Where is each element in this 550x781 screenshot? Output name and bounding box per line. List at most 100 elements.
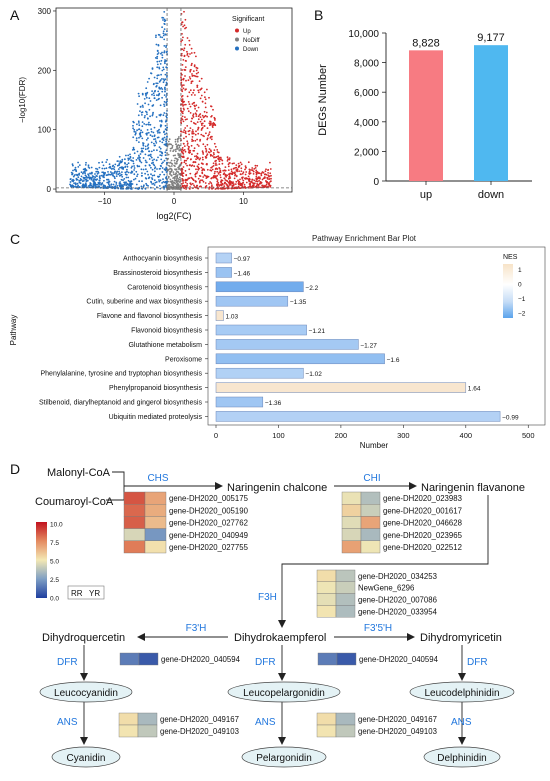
volcano-point: [177, 171, 180, 174]
volcano-point: [213, 156, 216, 159]
volcano-point: [135, 159, 138, 161]
volcano-point: [154, 89, 157, 92]
volcano-point: [182, 84, 185, 86]
volcano-point: [195, 66, 198, 69]
volcano-point: [176, 159, 179, 162]
volcano-point: [169, 150, 172, 152]
volcano-point: [148, 77, 151, 80]
volcano-point: [231, 185, 234, 188]
volcano-point: [219, 174, 222, 176]
heatmap-cell: [123, 516, 146, 529]
pathway-nes-label: −1.46: [234, 270, 251, 277]
volcano-point: [161, 182, 164, 184]
volcano-point: [237, 162, 240, 165]
volcano-y-label: −log10(FDR): [18, 77, 27, 123]
volcano-point: [220, 181, 223, 184]
volcano-point: [191, 62, 193, 65]
volcano-point: [244, 173, 247, 176]
volcano-point: [218, 160, 221, 163]
volcano-point: [222, 169, 225, 172]
volcano-point: [159, 120, 161, 122]
pathway-nes-label: −0.97: [234, 256, 251, 263]
pathway-nes-label: −1.36: [265, 400, 282, 407]
volcano-point: [172, 154, 175, 157]
volcano-point: [195, 113, 198, 116]
volcano-point: [159, 63, 162, 65]
volcano-point: [197, 71, 200, 74]
volcano-point: [174, 148, 177, 151]
volcano-point: [99, 177, 101, 180]
volcano-point: [163, 20, 166, 23]
volcano-point: [115, 173, 118, 175]
volcano-point: [165, 51, 168, 54]
volcano-point: [187, 110, 190, 113]
heatmap-cell: [360, 540, 381, 554]
volcano-point: [79, 182, 82, 185]
volcano-point: [185, 162, 187, 165]
volcano-point: [149, 123, 152, 126]
volcano-point: [203, 91, 206, 94]
volcano-point: [162, 186, 165, 188]
heatmap-cell: [360, 491, 381, 505]
compound-leucocyanidin: Leucocyanidin: [54, 688, 118, 699]
volcano-point: [164, 154, 167, 157]
volcano-point: [196, 157, 199, 160]
volcano-point: [157, 175, 159, 178]
volcano-point: [114, 163, 117, 166]
volcano-point: [157, 74, 160, 76]
volcano-point: [151, 93, 153, 96]
volcano-point: [137, 120, 140, 123]
volcano-point: [163, 45, 166, 47]
volcano-point: [191, 75, 194, 77]
volcano-point: [158, 66, 161, 69]
volcano-point: [228, 182, 231, 185]
volcano-point: [141, 93, 144, 96]
volcano-point: [120, 178, 123, 181]
volcano-point: [130, 172, 133, 174]
pathway-x-tick-label: 200: [335, 431, 348, 440]
volcano-point: [125, 154, 127, 157]
volcano-point: [235, 164, 238, 167]
volcano-point: [176, 175, 179, 178]
volcano-point: [156, 168, 158, 170]
enzyme-ans-2: ANS: [255, 717, 276, 728]
volcano-point: [133, 152, 136, 155]
volcano-point: [109, 165, 111, 168]
heatmap-f3h: gene-DH2020_034253 NewGene_6296 gene-DH202…: [316, 569, 438, 618]
volcano-point: [198, 185, 201, 188]
volcano-point: [161, 90, 164, 93]
volcano-point: [170, 165, 173, 167]
volcano-point: [195, 69, 198, 72]
deg-y-tick-label: 6,000: [354, 88, 379, 99]
volcano-point: [259, 186, 261, 189]
volcano-point: [181, 39, 184, 42]
volcano-point: [122, 185, 124, 188]
gene-label: gene-DH2020_040594: [359, 655, 439, 664]
volcano-point: [143, 116, 146, 119]
volcano-point: [133, 130, 136, 133]
volcano-point: [181, 178, 184, 180]
volcano-point: [161, 78, 163, 80]
volcano-point: [78, 172, 81, 175]
volcano-point: [111, 165, 114, 168]
compound-pelargonidin: Pelargonidin: [256, 753, 312, 764]
volcano-point: [189, 172, 192, 175]
volcano-point: [99, 183, 101, 186]
volcano-point: [71, 184, 74, 187]
volcano-point: [209, 181, 212, 183]
volcano-point: [133, 173, 136, 176]
volcano-point: [230, 170, 233, 173]
volcano-point: [151, 159, 154, 162]
volcano-point: [162, 32, 165, 35]
volcano-point: [126, 168, 128, 171]
volcano-point: [136, 123, 138, 126]
volcano-point: [241, 172, 244, 175]
volcano-point: [146, 81, 149, 83]
volcano-point: [183, 10, 185, 13]
volcano-point: [262, 171, 265, 174]
volcano-point: [141, 137, 144, 140]
volcano-point: [152, 83, 155, 86]
volcano-point: [213, 172, 216, 175]
volcano-point: [195, 115, 198, 117]
